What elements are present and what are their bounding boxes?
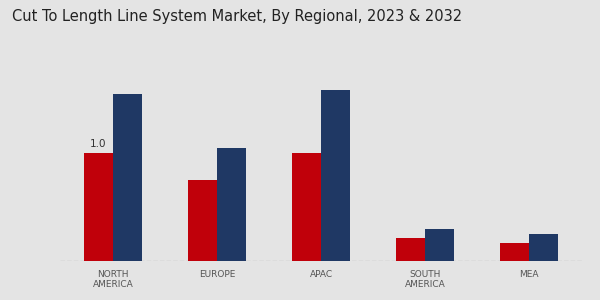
Text: Cut To Length Line System Market, By Regional, 2023 & 2032: Cut To Length Line System Market, By Reg… bbox=[12, 9, 462, 24]
Bar bbox=[292, 153, 321, 261]
Bar bbox=[425, 229, 454, 261]
Bar bbox=[84, 153, 113, 261]
Bar bbox=[188, 180, 217, 261]
Bar bbox=[321, 90, 350, 261]
Bar bbox=[217, 148, 246, 261]
Bar bbox=[396, 238, 425, 261]
Bar bbox=[113, 94, 142, 261]
Bar bbox=[529, 234, 558, 261]
Text: 1.0: 1.0 bbox=[90, 139, 107, 149]
Bar bbox=[500, 243, 529, 261]
